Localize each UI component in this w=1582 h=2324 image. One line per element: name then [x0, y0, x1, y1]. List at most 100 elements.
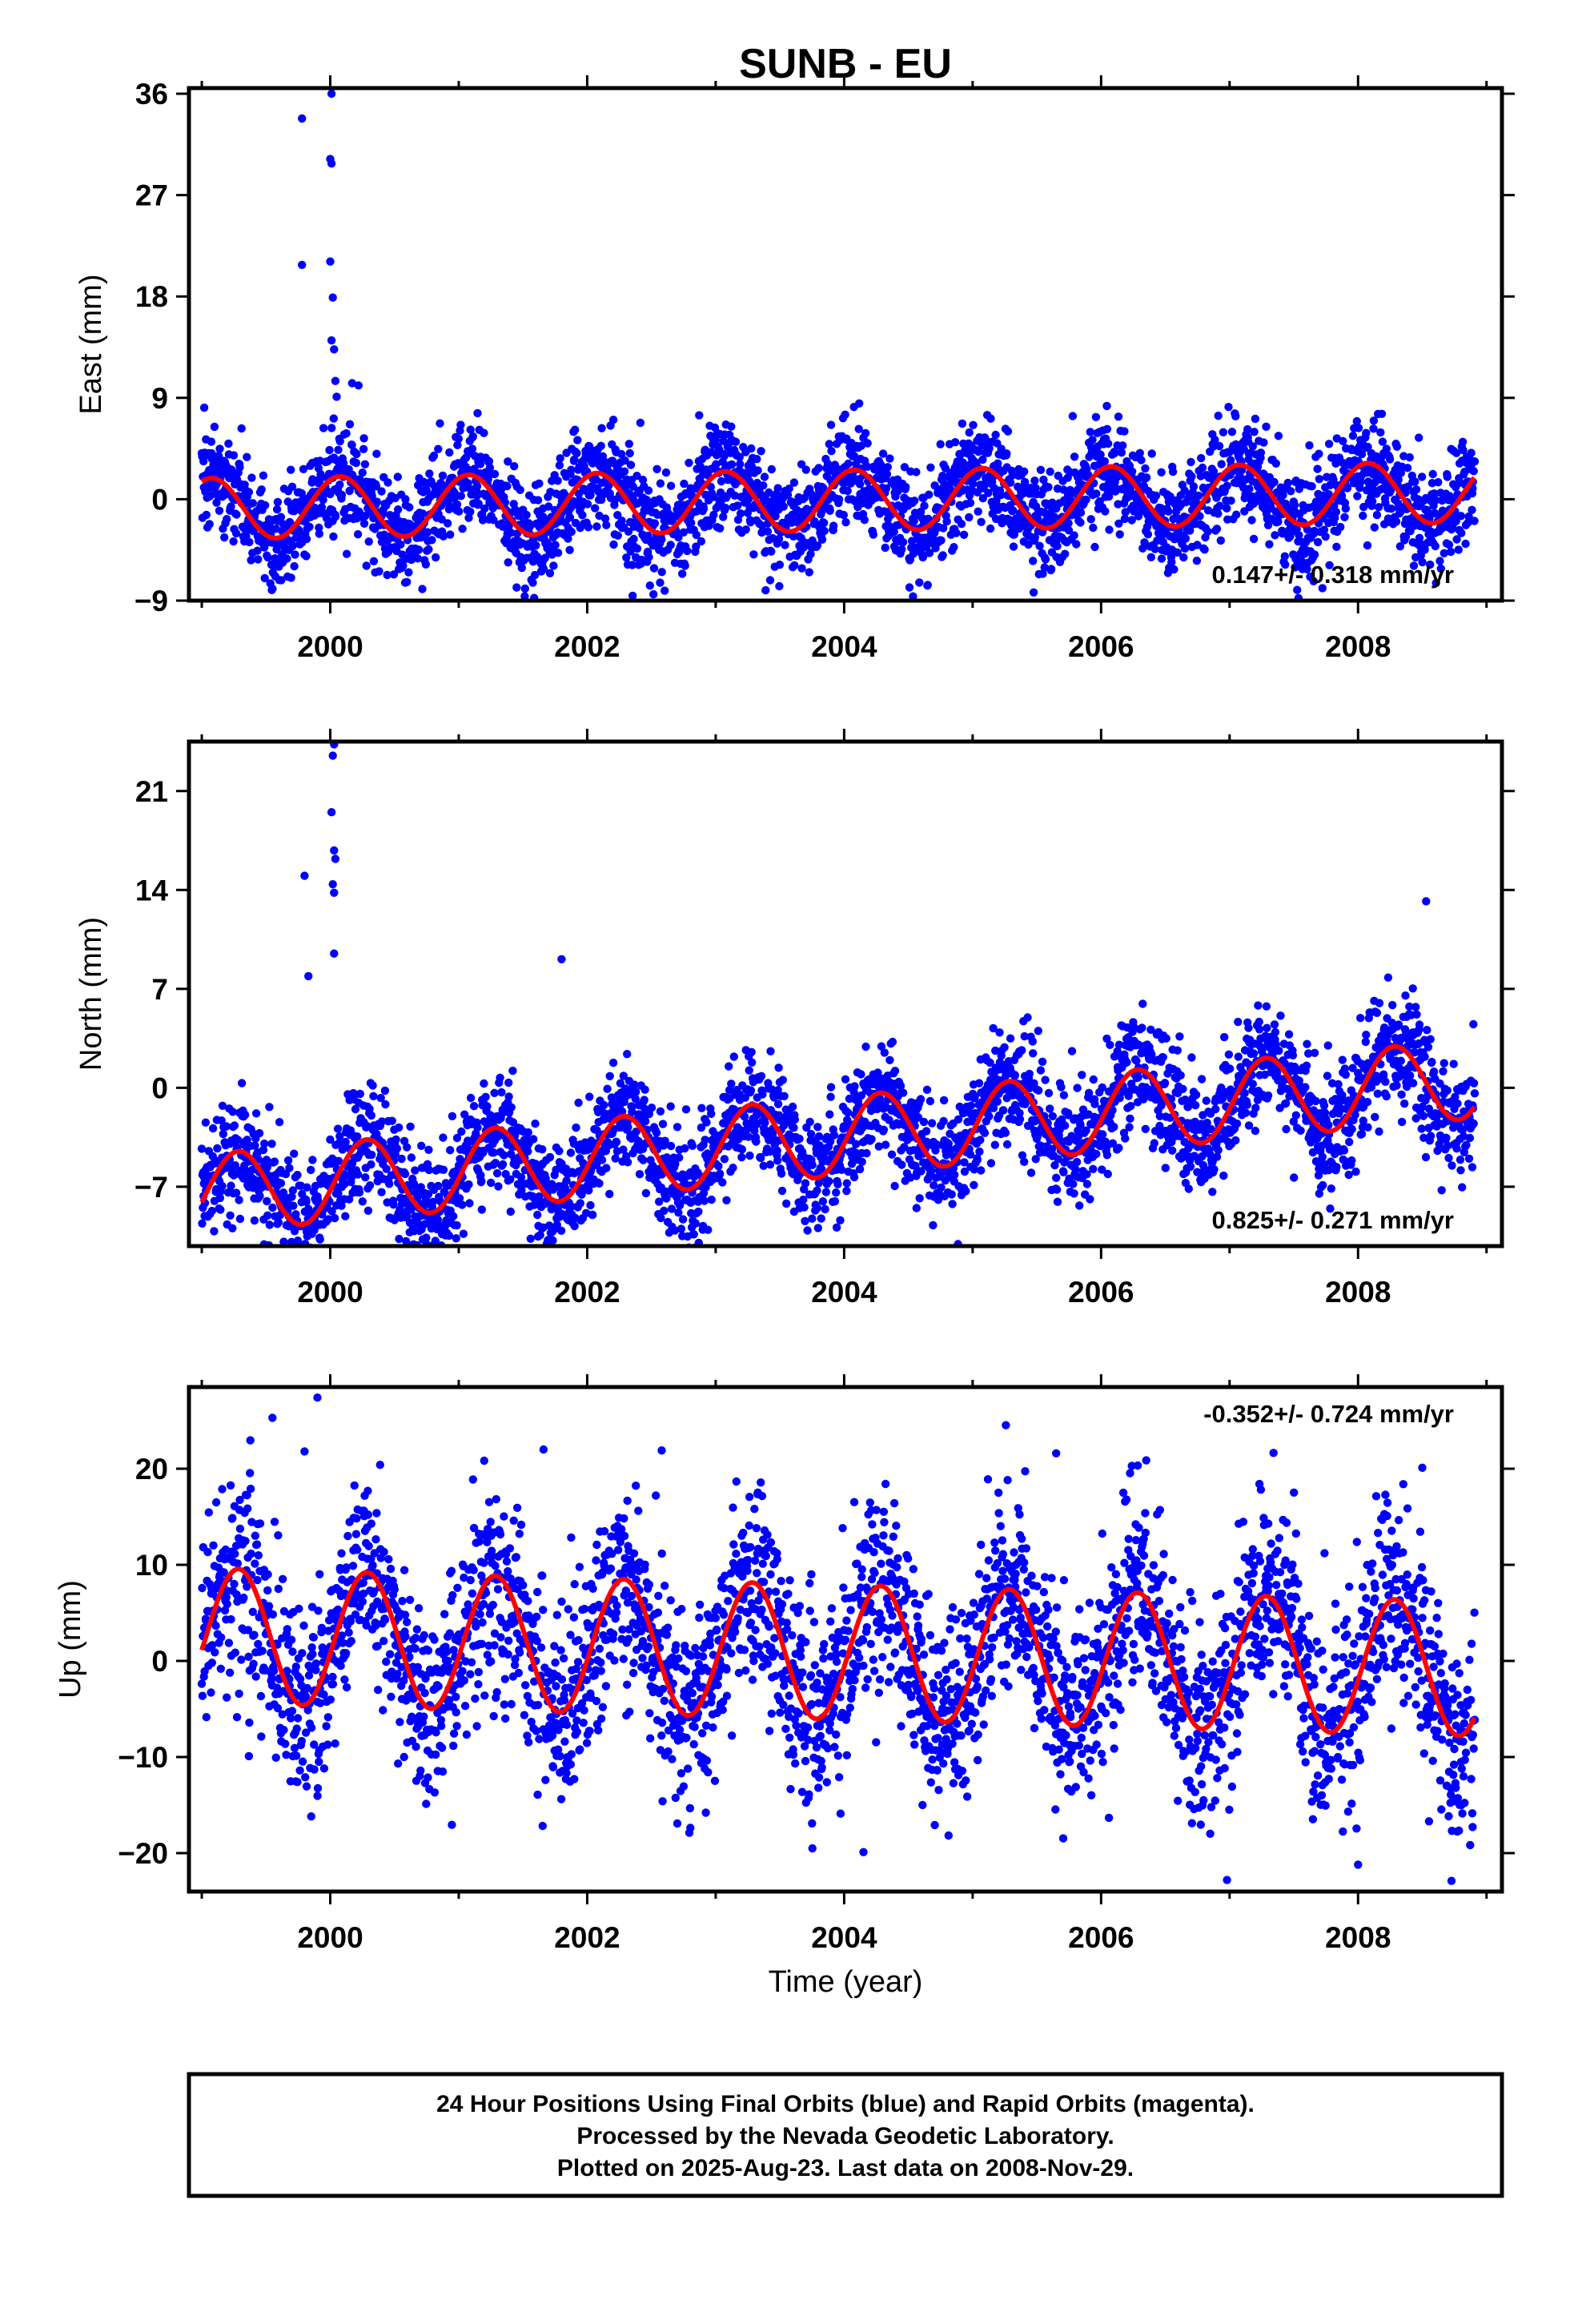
data-point — [383, 570, 391, 580]
data-point — [1064, 519, 1073, 528]
data-point — [761, 1118, 769, 1128]
data-point — [303, 1183, 311, 1192]
data-point — [825, 1110, 834, 1119]
data-point — [344, 1195, 354, 1204]
data-point — [1143, 530, 1153, 539]
data-point — [1372, 510, 1382, 520]
data-point — [1250, 428, 1259, 436]
data-point — [345, 486, 354, 496]
data-point — [458, 525, 467, 533]
data-point — [661, 1187, 671, 1196]
data-point — [957, 520, 966, 529]
data-point — [744, 1132, 753, 1141]
data-point — [661, 468, 671, 477]
data-point — [424, 1275, 432, 1283]
data-point — [889, 527, 898, 537]
data-point — [1339, 436, 1347, 445]
data-point — [861, 1042, 870, 1051]
data-point — [737, 1152, 746, 1162]
data-point — [652, 464, 661, 473]
data-point — [711, 436, 721, 444]
data-point — [578, 511, 587, 520]
data-point — [707, 1195, 716, 1204]
data-point — [1362, 428, 1371, 437]
data-point — [1464, 512, 1473, 521]
data-point — [1061, 549, 1070, 558]
data-point — [635, 524, 644, 533]
data-point — [504, 1092, 513, 1101]
data-point — [226, 1211, 235, 1220]
data-point — [372, 497, 381, 506]
data-point — [459, 1229, 468, 1238]
outlier-point — [327, 159, 336, 168]
data-point — [685, 458, 693, 468]
data-point — [1086, 515, 1095, 524]
data-point — [878, 449, 888, 458]
data-point — [622, 553, 631, 562]
east-points — [197, 89, 1480, 601]
data-point — [910, 497, 919, 505]
data-point — [341, 1137, 350, 1147]
data-point — [925, 549, 934, 557]
data-point — [591, 504, 600, 513]
data-point — [549, 561, 558, 570]
data-point — [813, 541, 822, 550]
data-point — [411, 1166, 420, 1175]
data-point — [1186, 457, 1195, 467]
data-point — [1031, 484, 1040, 493]
data-point — [466, 1093, 476, 1103]
data-point — [645, 581, 654, 590]
data-point — [773, 1100, 783, 1108]
data-point — [719, 436, 728, 445]
data-point — [766, 1047, 775, 1055]
data-point — [506, 1175, 515, 1184]
data-point — [424, 1165, 434, 1175]
data-point — [855, 1164, 865, 1174]
data-point — [555, 1147, 564, 1156]
data-point — [329, 532, 338, 541]
data-point — [660, 1206, 669, 1216]
data-point — [1435, 557, 1444, 565]
data-point — [281, 1169, 291, 1179]
data-point — [1231, 412, 1240, 420]
data-point — [1325, 561, 1334, 569]
data-point — [692, 530, 701, 540]
data-point — [1101, 507, 1110, 516]
data-point — [503, 481, 512, 491]
data-point — [608, 416, 618, 424]
data-point — [649, 564, 659, 573]
data-point — [860, 516, 869, 525]
data-point — [1315, 449, 1323, 458]
data-point — [678, 1215, 688, 1224]
data-point — [679, 528, 689, 537]
data-point — [841, 1075, 850, 1084]
data-point — [1332, 542, 1341, 551]
data-point — [634, 1136, 643, 1146]
data-point — [216, 1205, 225, 1214]
data-point — [1369, 424, 1378, 433]
data-point — [918, 552, 928, 561]
data-point — [334, 445, 343, 454]
data-point — [624, 1123, 632, 1132]
data-point — [1457, 529, 1466, 537]
data-point — [857, 1157, 866, 1167]
data-point — [829, 1131, 839, 1140]
data-point — [1150, 545, 1159, 553]
data-point — [1041, 555, 1050, 564]
data-point — [991, 514, 1001, 524]
data-point — [597, 424, 606, 432]
data-point — [596, 441, 605, 450]
data-point — [586, 491, 595, 500]
data-point — [517, 563, 526, 573]
data-point — [480, 1079, 488, 1088]
data-point — [736, 509, 745, 518]
data-point — [731, 437, 741, 446]
data-point — [576, 1199, 584, 1208]
data-point — [857, 1091, 866, 1100]
data-point — [573, 436, 582, 444]
data-point — [498, 1160, 508, 1169]
data-point — [1415, 433, 1423, 442]
data-point — [978, 455, 987, 464]
data-point — [413, 554, 422, 563]
